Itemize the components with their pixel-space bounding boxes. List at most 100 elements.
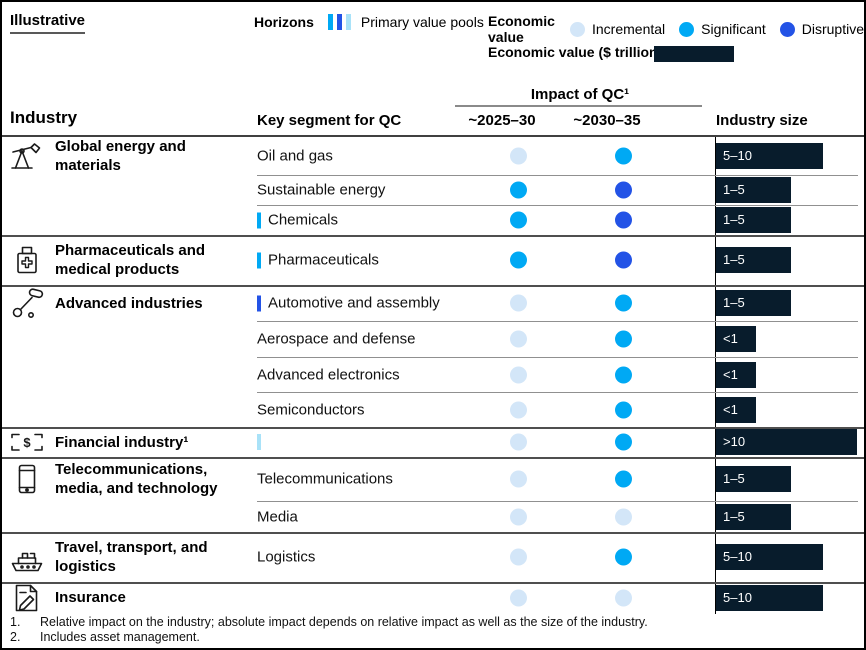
impact-cell-2030-35 — [566, 508, 680, 525]
industry-size-bar: 1–5 — [716, 177, 791, 203]
industry-size-cell: <1 — [716, 361, 756, 388]
segment-label: Logistics — [257, 548, 316, 566]
table-row: Semiconductors <1 — [2, 392, 864, 427]
industry-size-bar: 1–5 — [716, 466, 791, 492]
industry-label: Pharmaceuticals and medical products — [55, 242, 206, 278]
segment-cell: Telecommunications — [257, 471, 393, 488]
industry-cell: Telecommunications, media, and technolog… — [8, 460, 256, 498]
impact-dot-2030-35 — [614, 251, 632, 269]
disruptive-label: Disruptive — [801, 21, 864, 37]
primary-value-pool-marker-icon — [257, 252, 261, 268]
table-row: Global energy and materials Oil and gas 5–… — [2, 137, 864, 175]
industry-size-cell: >10 — [716, 429, 857, 455]
industry-size-cell: <1 — [716, 326, 756, 352]
segment-label: Automotive and assembly — [268, 294, 440, 312]
industry-size-label: 5–10 — [723, 148, 752, 163]
industry-size-cell: 1–5 — [716, 177, 791, 203]
impact-cell-2025-30 — [461, 330, 575, 348]
industry-label: Telecommunications, media, and technolog… — [55, 461, 218, 497]
impact-dot-2025-30 — [509, 147, 527, 165]
segment-cell — [257, 434, 268, 450]
industry-cell: Pharmaceuticals and medical products — [8, 241, 256, 279]
key-segment-column-header: Key segment for QC — [257, 112, 402, 129]
impact-of-qc-header: Impact of QC¹ — [530, 86, 630, 103]
segment-label: Sustainable energy — [257, 181, 386, 199]
impact-dot-2025-30 — [509, 251, 527, 269]
industry-size-bar: <1 — [716, 326, 756, 352]
industry-size-cell: 1–5 — [716, 290, 791, 316]
footnote-1-text: Relative impact on the industry; absolut… — [40, 615, 648, 629]
segment-cell: Advanced electronics — [257, 366, 400, 383]
industry-size-bar: 5–10 — [716, 544, 823, 570]
period-2025-30-header: ~2025–30 — [468, 112, 536, 129]
impact-dot-2025-30 — [509, 433, 527, 451]
legend-significant: Significant — [679, 21, 766, 37]
document-pen-icon — [8, 582, 46, 614]
impact-dot-2025-30 — [509, 294, 527, 312]
segment-cell: Logistics — [257, 549, 315, 566]
impact-cell-2030-35 — [566, 548, 680, 566]
industry-size-label: 1–5 — [723, 212, 745, 227]
footnote-1: 1. Relative impact on the industry; abso… — [2, 615, 864, 630]
impact-cell-2030-35 — [566, 433, 680, 451]
industry-size-bar: 5–10 — [716, 584, 823, 611]
table-row: Pharmaceuticals and medical products Phar… — [2, 235, 864, 285]
impact-cell-2025-30 — [461, 211, 575, 229]
industry-size-bar: <1 — [716, 396, 756, 423]
economic-value-legend: Economic value Incremental Significant D… — [488, 13, 864, 45]
industry-size-cell: 5–10 — [716, 544, 823, 570]
table-row: Travel, transport, and logistics Logistic… — [2, 532, 864, 582]
impact-cell-2025-30 — [461, 470, 575, 488]
impact-cell-2025-30 — [461, 366, 575, 383]
impact-dot-2025-30 — [509, 470, 527, 488]
industry-label: Advanced industries — [55, 294, 203, 312]
table-row: Aerospace and defense <1 — [2, 321, 864, 357]
svg-text:$: $ — [23, 435, 31, 450]
smartphone-icon — [8, 463, 46, 495]
horizon-3-bar-icon — [345, 14, 351, 30]
impact-dot-2030-35 — [614, 181, 632, 199]
industry-cell: Travel, transport, and logistics — [8, 538, 256, 576]
legend-incremental: Incremental — [570, 21, 665, 37]
impact-dot-2025-30 — [509, 589, 527, 606]
industry-label: Insurance — [55, 589, 126, 606]
industry-size-cell: 1–5 — [716, 247, 791, 273]
industry-label: Global energy and materials — [55, 138, 186, 174]
segment-cell: Chemicals — [257, 212, 338, 229]
impact-cell-2030-35 — [566, 147, 680, 165]
table-body: Global energy and materials Oil and gas 5–… — [2, 137, 864, 614]
industry-size-bar: <1 — [716, 361, 756, 388]
horizon-bars — [327, 14, 351, 30]
industry-size-label: 1–5 — [723, 182, 745, 197]
impact-dot-2025-30 — [509, 330, 527, 348]
segment-label: Advanced electronics — [257, 366, 400, 383]
significant-label: Significant — [701, 21, 766, 37]
impact-dot-2030-35 — [614, 366, 632, 383]
industry-cell: Insurance — [8, 582, 256, 614]
industry-size-cell: <1 — [716, 396, 756, 423]
segment-label: Pharmaceuticals — [268, 251, 379, 269]
primary-value-pools-label: Primary value pools — [360, 14, 484, 30]
industry-cell: $ Financial industry¹ — [8, 426, 256, 458]
impact-cell-2030-35 — [566, 470, 680, 488]
impact-header-underline — [455, 105, 702, 107]
footnote-2-number: 2. — [10, 630, 21, 644]
impact-cell-2030-35 — [566, 366, 680, 383]
segment-cell: Aerospace and defense — [257, 331, 415, 348]
incremental-dot-icon — [570, 21, 585, 37]
impact-dot-2030-35 — [614, 548, 632, 566]
header-divider — [2, 135, 864, 137]
table-row: Advanced industries Automotive and assemb… — [2, 285, 864, 321]
table-row: $ Financial industry¹ >10 — [2, 427, 864, 457]
period-2030-35-header: ~2030–35 — [573, 112, 641, 129]
segment-label: Media — [257, 508, 298, 525]
industry-size-label: 1–5 — [723, 508, 745, 524]
significant-dot-icon — [679, 21, 695, 37]
impact-dot-2025-30 — [509, 366, 527, 383]
medicine-bottle-icon — [8, 244, 46, 276]
segment-label: Oil and gas — [257, 147, 333, 165]
industry-column-header: Industry — [10, 108, 78, 127]
horizon-1-bar-icon — [327, 14, 333, 30]
impact-cell-2030-35 — [566, 589, 680, 606]
